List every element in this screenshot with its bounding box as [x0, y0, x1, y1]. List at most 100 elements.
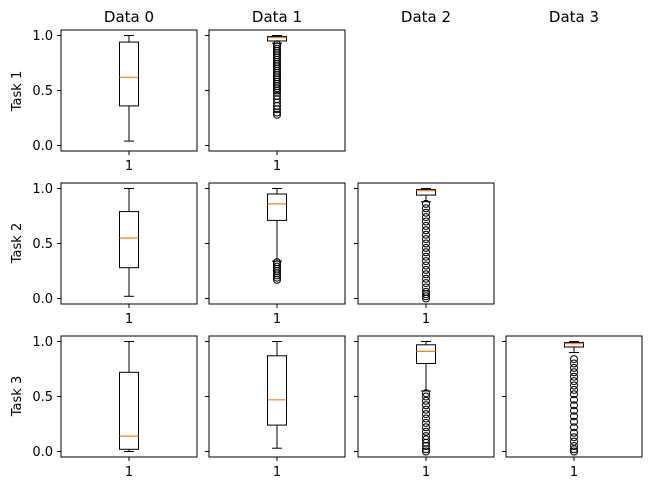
- outlier-point: [570, 433, 578, 442]
- outlier-point: [422, 230, 430, 239]
- subplot-1-1: 1: [205, 182, 346, 327]
- outlier-point: [422, 283, 430, 292]
- outlier-point: [422, 248, 430, 257]
- outlier-point: [422, 401, 430, 410]
- iqr-box: [416, 189, 436, 196]
- column-title: Data 1: [252, 8, 302, 26]
- y-tick-label: 1.0: [32, 335, 53, 350]
- outlier-point: [422, 389, 430, 398]
- outlier-point: [422, 292, 430, 301]
- outlier-point: [422, 435, 430, 444]
- outlier-point: [273, 42, 281, 51]
- outlier-point: [273, 258, 281, 267]
- outlier-point: [422, 392, 430, 401]
- subplot-1-2: 1: [354, 182, 495, 327]
- subplot-2-2: 1: [354, 335, 495, 480]
- outlier-point: [422, 418, 430, 427]
- outlier-point: [570, 359, 578, 368]
- outlier-point: [273, 44, 281, 53]
- x-tick-label: 1: [422, 312, 430, 327]
- iqr-box: [267, 193, 287, 221]
- outlier-point: [422, 221, 430, 230]
- y-tick-label: 0.5: [32, 237, 53, 252]
- outlier-point: [422, 239, 430, 248]
- y-tick-label: 1.0: [32, 182, 53, 197]
- column-title: Data 2: [401, 8, 451, 26]
- outlier-point: [570, 368, 578, 377]
- outlier-point: [570, 442, 578, 450]
- outlier-point: [570, 390, 578, 399]
- outlier-point: [570, 363, 578, 372]
- outlier-point: [422, 217, 430, 226]
- outlier-point: [570, 423, 578, 432]
- column-title: Data 0: [104, 8, 154, 26]
- outlier-point: [570, 395, 578, 404]
- outlier-point: [273, 92, 281, 100]
- outlier-point: [570, 372, 578, 381]
- iqr-box: [416, 344, 436, 364]
- y-tick-label: 0.0: [32, 292, 53, 307]
- subplot-0-0: 0.0 0.5 1.0 1: [32, 29, 198, 174]
- x-tick-label: 1: [570, 465, 578, 480]
- iqr-box: [119, 211, 139, 269]
- outlier-point: [422, 270, 430, 279]
- outlier-point: [570, 355, 578, 364]
- outlier-point: [273, 110, 281, 119]
- outlier-point: [570, 445, 578, 454]
- subplot-2-3: 1: [502, 335, 643, 480]
- y-tick-label: 0.0: [32, 445, 53, 460]
- row-label: Task 1: [10, 71, 25, 112]
- outlier-point: [422, 257, 430, 266]
- outlier-point: [422, 235, 430, 244]
- subplot-2-1: 1: [205, 335, 346, 480]
- iqr-box: [564, 342, 584, 348]
- subplot-1-0: 0.0 0.5 1.0 1: [32, 182, 198, 327]
- plot-area: 0.0 0.5 1.0 1 1 0.0 0.5 1.0 1 1 1 0.0 0.5 1.0 1 1 1 1: [32, 29, 643, 480]
- x-tick-label: 1: [273, 465, 281, 480]
- y-tick-label: 0.0: [32, 139, 53, 154]
- subplot-0-1: 1: [205, 29, 346, 174]
- outlier-point: [570, 447, 578, 456]
- outlier-point: [570, 412, 578, 421]
- iqr-box: [119, 371, 139, 450]
- outlier-point: [570, 417, 578, 426]
- outlier-point: [422, 432, 430, 441]
- y-tick-label: 1.0: [32, 29, 53, 44]
- outlier-point: [570, 385, 578, 394]
- outlier-point: [422, 405, 430, 414]
- x-tick-label: 1: [273, 312, 281, 327]
- outlier-point: [570, 428, 578, 437]
- outlier-point: [570, 406, 578, 415]
- outlier-point: [422, 265, 430, 274]
- outlier-point: [422, 274, 430, 283]
- y-tick-label: 0.5: [32, 390, 53, 405]
- outlier-point: [422, 243, 430, 252]
- outlier-point: [422, 199, 430, 208]
- y-tick-label: 0.5: [32, 84, 53, 99]
- subplot-2-0: 0.0 0.5 1.0 1: [32, 335, 198, 480]
- outlier-point: [422, 410, 430, 419]
- outlier-point: [422, 204, 430, 213]
- x-tick-label: 1: [273, 159, 281, 174]
- outlier-point: [422, 252, 430, 261]
- row-label: Task 3: [10, 376, 25, 417]
- outlier-point: [273, 260, 281, 269]
- iqr-box: [267, 355, 287, 426]
- outlier-point: [570, 377, 578, 386]
- outlier-point: [422, 261, 430, 270]
- outlier-point: [273, 262, 281, 271]
- outlier-point: [422, 427, 430, 436]
- iqr-box: [119, 41, 139, 107]
- outlier-point: [422, 414, 430, 423]
- outlier-point: [422, 213, 430, 222]
- x-tick-label: 1: [125, 312, 133, 327]
- column-title: Data 3: [549, 8, 599, 26]
- outlier-point: [422, 396, 430, 405]
- outlier-point: [422, 226, 430, 235]
- outlier-point: [570, 437, 578, 446]
- x-tick-label: 1: [125, 159, 133, 174]
- outlier-point: [273, 40, 281, 49]
- outlier-point: [570, 381, 578, 390]
